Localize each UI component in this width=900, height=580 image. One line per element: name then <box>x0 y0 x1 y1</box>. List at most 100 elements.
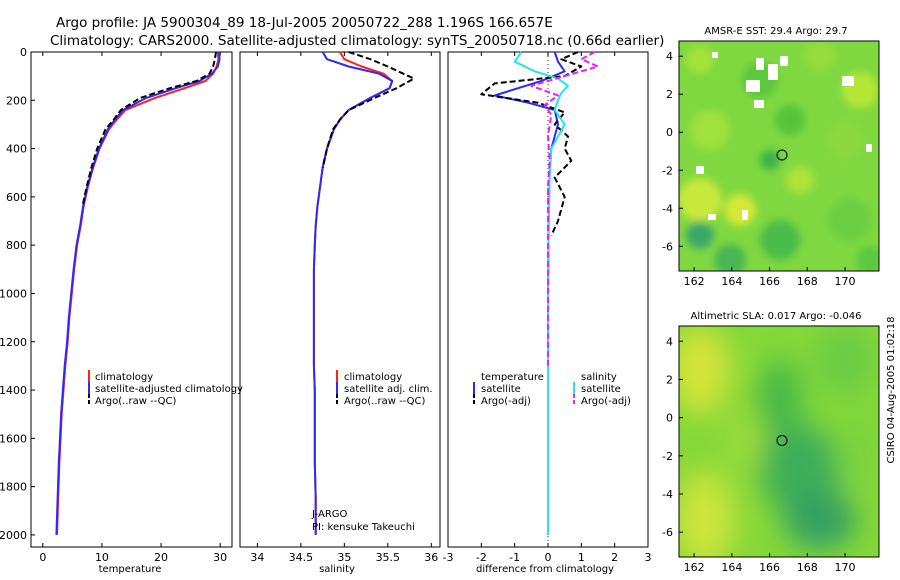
figure-title-line2: Climatology: CARS2000. Satellite-adjuste… <box>50 33 664 49</box>
temperature-xlabel: temperature <box>99 564 162 575</box>
y-tick-label: 800 <box>6 239 27 252</box>
y-tick-label: 400 <box>6 143 27 156</box>
sst-map-axes: 162 164 166 168 170 4 2 0 -2 -4 -6 <box>662 50 856 288</box>
salinity-xlabel: salinity <box>319 564 355 575</box>
lat-tick-label: 4 <box>666 50 673 63</box>
x-tick-label: 35 <box>337 551 351 564</box>
sst-map-title: AMSR-E SST: 29.4 Argo: 29.7 <box>704 26 847 37</box>
x-tick-label: 2 <box>611 551 618 564</box>
x-tick-label: 0 <box>39 551 46 564</box>
y-tick-label: 1400 <box>0 384 27 397</box>
sst-map-field <box>679 41 879 271</box>
lat-tick-label: 4 <box>666 335 673 348</box>
difference-panel: -3 -2 -1 0 1 2 3 difference from climatology t… <box>443 51 652 575</box>
y-tick-label: 0 <box>20 46 27 59</box>
lat-tick-label: -4 <box>662 202 673 215</box>
series-line-satellite-adj-clim <box>312 51 394 535</box>
legend-label-argo: Argo(..raw --QC) <box>95 396 177 407</box>
series-line-climatology <box>56 51 220 535</box>
lon-tick-label: 162 <box>684 561 705 574</box>
legend-label-temp-satellite: satellite <box>481 384 521 395</box>
y-tick-label: 1800 <box>0 481 27 494</box>
x-tick-label: 20 <box>154 551 168 564</box>
y-tick-label: 1000 <box>0 287 27 300</box>
sst-map: AMSR-E SST: 29.4 Argo: 29.7 <box>662 26 880 288</box>
x-tick-label: 1 <box>578 551 585 564</box>
sla-map-frame <box>678 325 880 558</box>
lon-tick-label: 170 <box>835 561 856 574</box>
temperature-legend: climatology satellite-adjusted climatolo… <box>88 370 243 407</box>
legend-label-salinity: salinity <box>581 372 617 383</box>
lon-tick-label: 164 <box>721 561 742 574</box>
legend-label-satellite: satellite adj. clim. <box>344 384 433 395</box>
legend-label-satellite: satellite-adjusted climatology <box>95 384 243 395</box>
x-tick-label: 0 <box>545 551 552 564</box>
sla-map-field <box>679 326 879 557</box>
series-line-argo-raw-qc <box>321 51 415 169</box>
lon-tick-label: 168 <box>797 561 818 574</box>
lon-tick-label: 166 <box>759 275 780 288</box>
series-line-argo-raw-qc <box>81 51 217 207</box>
y-tick-label: 600 <box>6 191 27 204</box>
sla-argo-location-marker <box>776 435 788 446</box>
program-label: J-ARGO <box>311 509 348 520</box>
y-tick-label: 2000 <box>0 529 27 542</box>
series-line-temperature-argo-adj <box>480 51 583 236</box>
temperature-axes-frame <box>30 51 233 548</box>
x-tick-label: 10 <box>95 551 109 564</box>
legend-label-argo: Argo(..raw --QC) <box>344 396 426 407</box>
legend-label-temperature: temperature <box>481 372 544 383</box>
lat-tick-label: -2 <box>662 164 673 177</box>
legend-label-climatology: climatology <box>95 372 153 383</box>
series-line-salinity-satellite <box>513 51 569 535</box>
lat-tick-label: 2 <box>666 88 673 101</box>
x-tick-label: 34 <box>250 551 264 564</box>
temperature-panel: 0 200 400 600 800 1000 1200 1400 1600 1800 2000 0 1… <box>0 46 243 575</box>
salinity-axes-frame <box>239 51 441 548</box>
lat-tick-label: 0 <box>666 126 673 139</box>
y-tick-label: 1200 <box>0 336 27 349</box>
lon-tick-label: 166 <box>759 561 780 574</box>
difference-x-axis: -3 -2 -1 0 1 2 3 <box>443 52 652 564</box>
series-line-salinity-argo-adj <box>530 51 599 366</box>
lat-tick-label: 2 <box>666 373 673 386</box>
series-line-satellite-adjusted-climatology <box>55 51 221 535</box>
salinity-series <box>312 51 415 535</box>
x-tick-label: -3 <box>443 551 454 564</box>
salinity-legend: climatology satellite adj. clim. Argo(..… <box>336 370 433 407</box>
difference-legend: temperature satellite Argo(-adj) salinit… <box>473 372 631 407</box>
x-tick-label: 36 <box>424 551 438 564</box>
sst-map-frame <box>678 40 880 272</box>
lon-tick-label: 164 <box>721 275 742 288</box>
difference-series <box>480 51 599 547</box>
salinity-x-axis: 34 34.5 35 35.5 36 <box>250 52 438 564</box>
lat-tick-label: 0 <box>666 412 673 425</box>
sla-map-title: Altimetric SLA: 0.017 Argo: -0.046 <box>691 311 862 322</box>
temperature-series <box>55 51 221 535</box>
sla-map-axes: 162 164 166 168 170 4 2 0 -2 -4 -6 <box>662 335 856 574</box>
lat-tick-label: -4 <box>662 488 673 501</box>
legend-label-temp-argo: Argo(-adj) <box>481 396 531 407</box>
lat-tick-label: -2 <box>662 450 673 463</box>
x-tick-label: -1 <box>509 551 520 564</box>
y-tick-label: 1600 <box>0 432 27 445</box>
lon-tick-label: 162 <box>684 275 705 288</box>
temperature-x-axis: 0 10 20 30 <box>39 52 227 564</box>
y-tick-label: 200 <box>6 94 27 107</box>
x-tick-label: 34.5 <box>289 551 314 564</box>
lat-tick-label: -6 <box>662 526 673 539</box>
salinity-panel: 34 34.5 35 35.5 36 salinity climatology sate… <box>239 51 441 575</box>
depth-axis: 0 200 400 600 800 1000 1200 1400 1600 1800 2000 <box>0 46 35 542</box>
legend-label-sal-argo: Argo(-adj) <box>581 396 631 407</box>
x-tick-label: -2 <box>476 551 487 564</box>
sst-argo-location-marker <box>776 149 788 161</box>
x-tick-label: 35.5 <box>376 551 401 564</box>
lon-tick-label: 170 <box>835 275 856 288</box>
credit-label: CSIRO 04-Aug-2005 01:02:18 <box>886 316 897 463</box>
difference-xlabel: difference from climatology <box>476 564 614 575</box>
pi-label: PI: kensuke Takeuchi <box>312 522 415 533</box>
figure-title-line1: Argo profile: JA 5900304_89 18-Jul-2005 … <box>56 15 553 31</box>
series-line-climatology <box>312 51 394 535</box>
lon-tick-label: 168 <box>797 275 818 288</box>
